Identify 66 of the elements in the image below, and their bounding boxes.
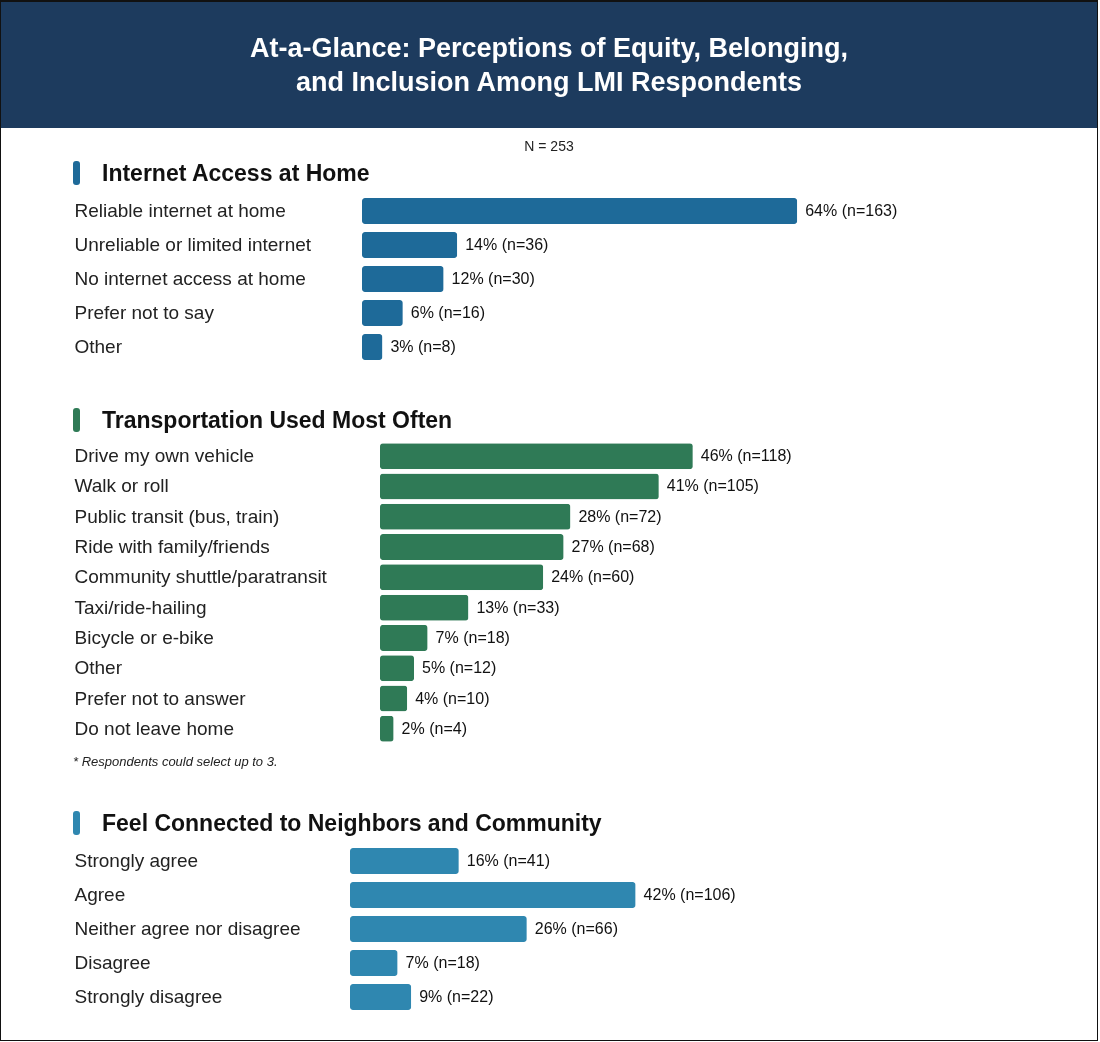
bar [380, 624, 428, 651]
data-label: 42% (n=106) [643, 886, 736, 903]
data-label: 46% (n=118) [700, 447, 792, 465]
data-label: 64% (n=163) [805, 202, 898, 219]
y-tick-label: Community shuttle/paratransit [74, 566, 328, 588]
bar [380, 594, 469, 621]
data-label: 9% (n=22) [419, 988, 494, 1005]
y-tick-label: Walk or roll [74, 475, 169, 497]
data-label: 26% (n=66) [534, 920, 618, 937]
y-tick-label: Prefer not to say [74, 302, 215, 323]
bar [380, 685, 408, 712]
bar [380, 534, 564, 561]
y-tick-label: Reliable internet at home [74, 200, 286, 221]
data-label: 13% (n=33) [476, 598, 560, 616]
y-tick-label: Other [74, 657, 123, 679]
data-label: 3% (n=8) [390, 338, 456, 355]
data-label: 2% (n=4) [401, 719, 467, 737]
data-label: 7% (n=18) [405, 954, 480, 971]
y-tick-label: Taxi/ride-hailing [74, 596, 207, 618]
bar [350, 916, 527, 942]
text: N = 253 [523, 138, 575, 156]
y-tick-label: Ride with family/friends [74, 536, 270, 558]
bar [380, 473, 659, 500]
data-label: 12% (n=30) [451, 270, 535, 287]
y-tick-label: Unreliable or limited internet [74, 234, 312, 255]
data-label: 6% (n=16) [410, 304, 486, 321]
data-label: 24% (n=60) [551, 568, 635, 586]
chart-title: Transportation Used Most Often [102, 406, 453, 434]
bar [362, 266, 444, 292]
bar [350, 984, 412, 1010]
y-tick-label: Neither agree nor disagree [74, 918, 301, 939]
text: At-a-Glance: Perceptions of Equity, Belonging, and Inclusion Among LMI Respondents [248, 32, 850, 99]
data-label: 7% (n=18) [435, 628, 510, 646]
bar [350, 882, 636, 908]
bar [362, 300, 403, 326]
data-label: 16% (n=41) [466, 852, 550, 869]
y-tick-label: Prefer not to answer [74, 687, 247, 709]
data-label: 4% (n=10) [415, 689, 490, 707]
data-label: 41% (n=105) [666, 477, 759, 495]
y-tick-label: No internet access at home [74, 268, 306, 289]
y-tick-label: Bicycle or e-bike [74, 626, 214, 648]
y-tick-label: Agree [74, 884, 126, 905]
y-tick-label: Disagree [74, 952, 151, 973]
y-tick-label: Drive my own vehicle [74, 445, 254, 467]
y-tick-label: Do not leave home [74, 717, 234, 739]
y-tick-label: Other [74, 336, 123, 357]
bar [380, 443, 693, 470]
bar [362, 198, 798, 224]
bar [350, 950, 398, 976]
y-tick-label: Public transit (bus, train) [74, 505, 280, 527]
bar [380, 564, 544, 591]
bar [362, 232, 458, 258]
data-label: 14% (n=36) [465, 236, 549, 253]
bar [380, 655, 414, 682]
text: * Respondents could select up to 3. [73, 754, 279, 769]
y-tick-label: Strongly disagree [74, 986, 223, 1007]
bar [350, 848, 459, 874]
bar [362, 334, 383, 360]
y-tick-label: Strongly agree [74, 850, 199, 871]
data-label: 27% (n=68) [571, 538, 655, 556]
bar [380, 715, 394, 742]
chart-title: Internet Access at Home [102, 159, 370, 187]
data-label: 5% (n=12) [422, 659, 497, 677]
bar [380, 503, 571, 530]
chart-title: Feel Connected to Neighbors and Community [102, 809, 602, 837]
data-label: 28% (n=72) [578, 507, 662, 525]
